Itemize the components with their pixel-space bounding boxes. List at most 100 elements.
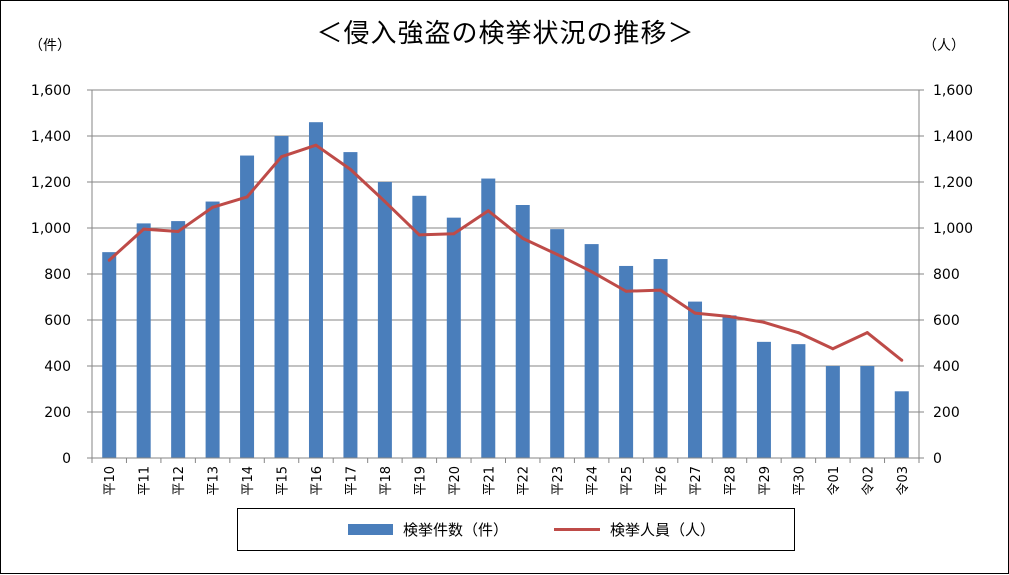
bar — [515, 205, 530, 458]
line-point — [659, 288, 663, 292]
bar — [240, 155, 255, 459]
line-point — [107, 258, 111, 262]
left-tick-label: 400 — [44, 359, 71, 375]
legend-line-label: 検挙人員（人） — [610, 521, 716, 539]
left-tick-label: 1,200 — [31, 175, 71, 191]
right-tick-label: 400 — [933, 359, 960, 375]
bar — [274, 136, 289, 458]
line-point — [693, 311, 697, 315]
bar — [343, 152, 358, 458]
line-point — [521, 236, 525, 240]
line-point — [900, 358, 904, 362]
bar — [412, 195, 427, 459]
line-path — [108, 143, 903, 362]
line-point — [314, 143, 318, 147]
right-axis-tick-labels: 0 200 400 600 800 1,000 1,200 1,400 1,600 — [933, 83, 973, 467]
bar — [102, 252, 117, 458]
x-tick-label: 平30 — [792, 466, 807, 496]
line-point — [280, 155, 284, 159]
legend: 検挙件数（件） 検挙人員（人） — [237, 508, 795, 551]
line-point — [348, 167, 352, 171]
x-tick-label: 平24 — [586, 466, 601, 496]
bar — [791, 344, 806, 458]
x-tick-label: 平17 — [344, 466, 359, 496]
right-tick-label: 1,600 — [933, 83, 973, 99]
x-tick-label: 平22 — [517, 466, 532, 496]
left-tick-label: 1,400 — [31, 129, 71, 145]
x-tick-label: 平13 — [207, 466, 222, 496]
line-point — [831, 347, 835, 351]
bar — [722, 315, 737, 458]
line-point — [762, 320, 766, 324]
x-tick-label: 平25 — [620, 466, 635, 496]
gridlines — [92, 89, 919, 413]
right-tick-label: 1,200 — [933, 175, 973, 191]
line-point — [796, 331, 800, 335]
x-tick-label: 平19 — [413, 466, 428, 496]
x-tick-label: 平14 — [241, 466, 256, 496]
x-tick-label: 平28 — [723, 466, 738, 496]
bar — [756, 341, 771, 458]
x-tick-label: 平26 — [655, 466, 670, 496]
line-point — [452, 232, 456, 236]
bar — [550, 229, 565, 458]
line-point — [417, 233, 421, 237]
bar — [860, 366, 875, 458]
bar — [481, 178, 496, 459]
bar — [894, 391, 909, 458]
right-tick-label: 0 — [933, 451, 942, 467]
x-tick-label: 平15 — [276, 466, 291, 496]
line-point — [383, 200, 387, 204]
axes — [87, 89, 924, 463]
legend-line-swatch — [554, 528, 600, 531]
x-tick-label: 平21 — [482, 466, 497, 496]
bar — [619, 265, 634, 458]
x-tick-label: 平29 — [758, 466, 773, 496]
left-tick-label: 0 — [62, 451, 71, 467]
line-point — [865, 331, 869, 335]
bar — [825, 366, 840, 458]
x-tick-label: 平12 — [172, 466, 187, 496]
left-tick-label: 200 — [44, 405, 71, 421]
x-tick-label: 平20 — [448, 466, 463, 496]
legend-bar-label: 検挙件数（件） — [403, 521, 509, 539]
line-point — [555, 252, 559, 256]
left-tick-label: 1,000 — [31, 221, 71, 237]
right-tick-label: 600 — [933, 313, 960, 329]
line-point — [142, 227, 146, 231]
line-series — [107, 143, 904, 362]
left-axis-tick-labels: 0 200 400 600 800 1,000 1,200 1,400 1,600 — [31, 83, 71, 467]
left-axis-unit: （件） — [29, 38, 71, 54]
left-tick-label: 800 — [44, 267, 71, 283]
x-tick-label: 平23 — [551, 466, 566, 496]
bar — [446, 217, 461, 458]
right-tick-label: 1,400 — [933, 129, 973, 145]
line-point — [624, 289, 628, 293]
right-tick-label: 1,000 — [933, 221, 973, 237]
chart-title: ＜侵入強盗の検挙状況の推移＞ — [316, 19, 695, 49]
right-axis-unit: （人） — [923, 38, 965, 54]
x-tick-label: 平10 — [103, 466, 118, 496]
line-point — [176, 229, 180, 233]
line-point — [727, 315, 731, 319]
x-tick-label: 平18 — [379, 466, 394, 496]
x-tick-label: 平16 — [310, 466, 325, 496]
bar — [653, 259, 668, 458]
line-point — [245, 195, 249, 199]
right-tick-label: 800 — [933, 267, 960, 283]
x-axis-tick-labels: 平10 平11 平12 平13 平14 平15 平16 平17 平18 平19 平20 平21 平22 平… — [103, 466, 911, 496]
right-tick-label: 200 — [933, 405, 960, 421]
bar — [171, 221, 186, 458]
legend-item-bar: 検挙件数（件） — [348, 509, 508, 550]
line-point — [211, 205, 215, 209]
x-tick-label: 令03 — [896, 466, 911, 496]
x-tick-label: 平27 — [689, 466, 704, 496]
bar-series — [102, 122, 909, 459]
legend-item-line: 検挙人員（人） — [554, 509, 715, 550]
bar — [377, 182, 392, 458]
bar — [584, 244, 599, 458]
x-tick-label: 令01 — [827, 466, 842, 496]
bar — [205, 201, 220, 459]
